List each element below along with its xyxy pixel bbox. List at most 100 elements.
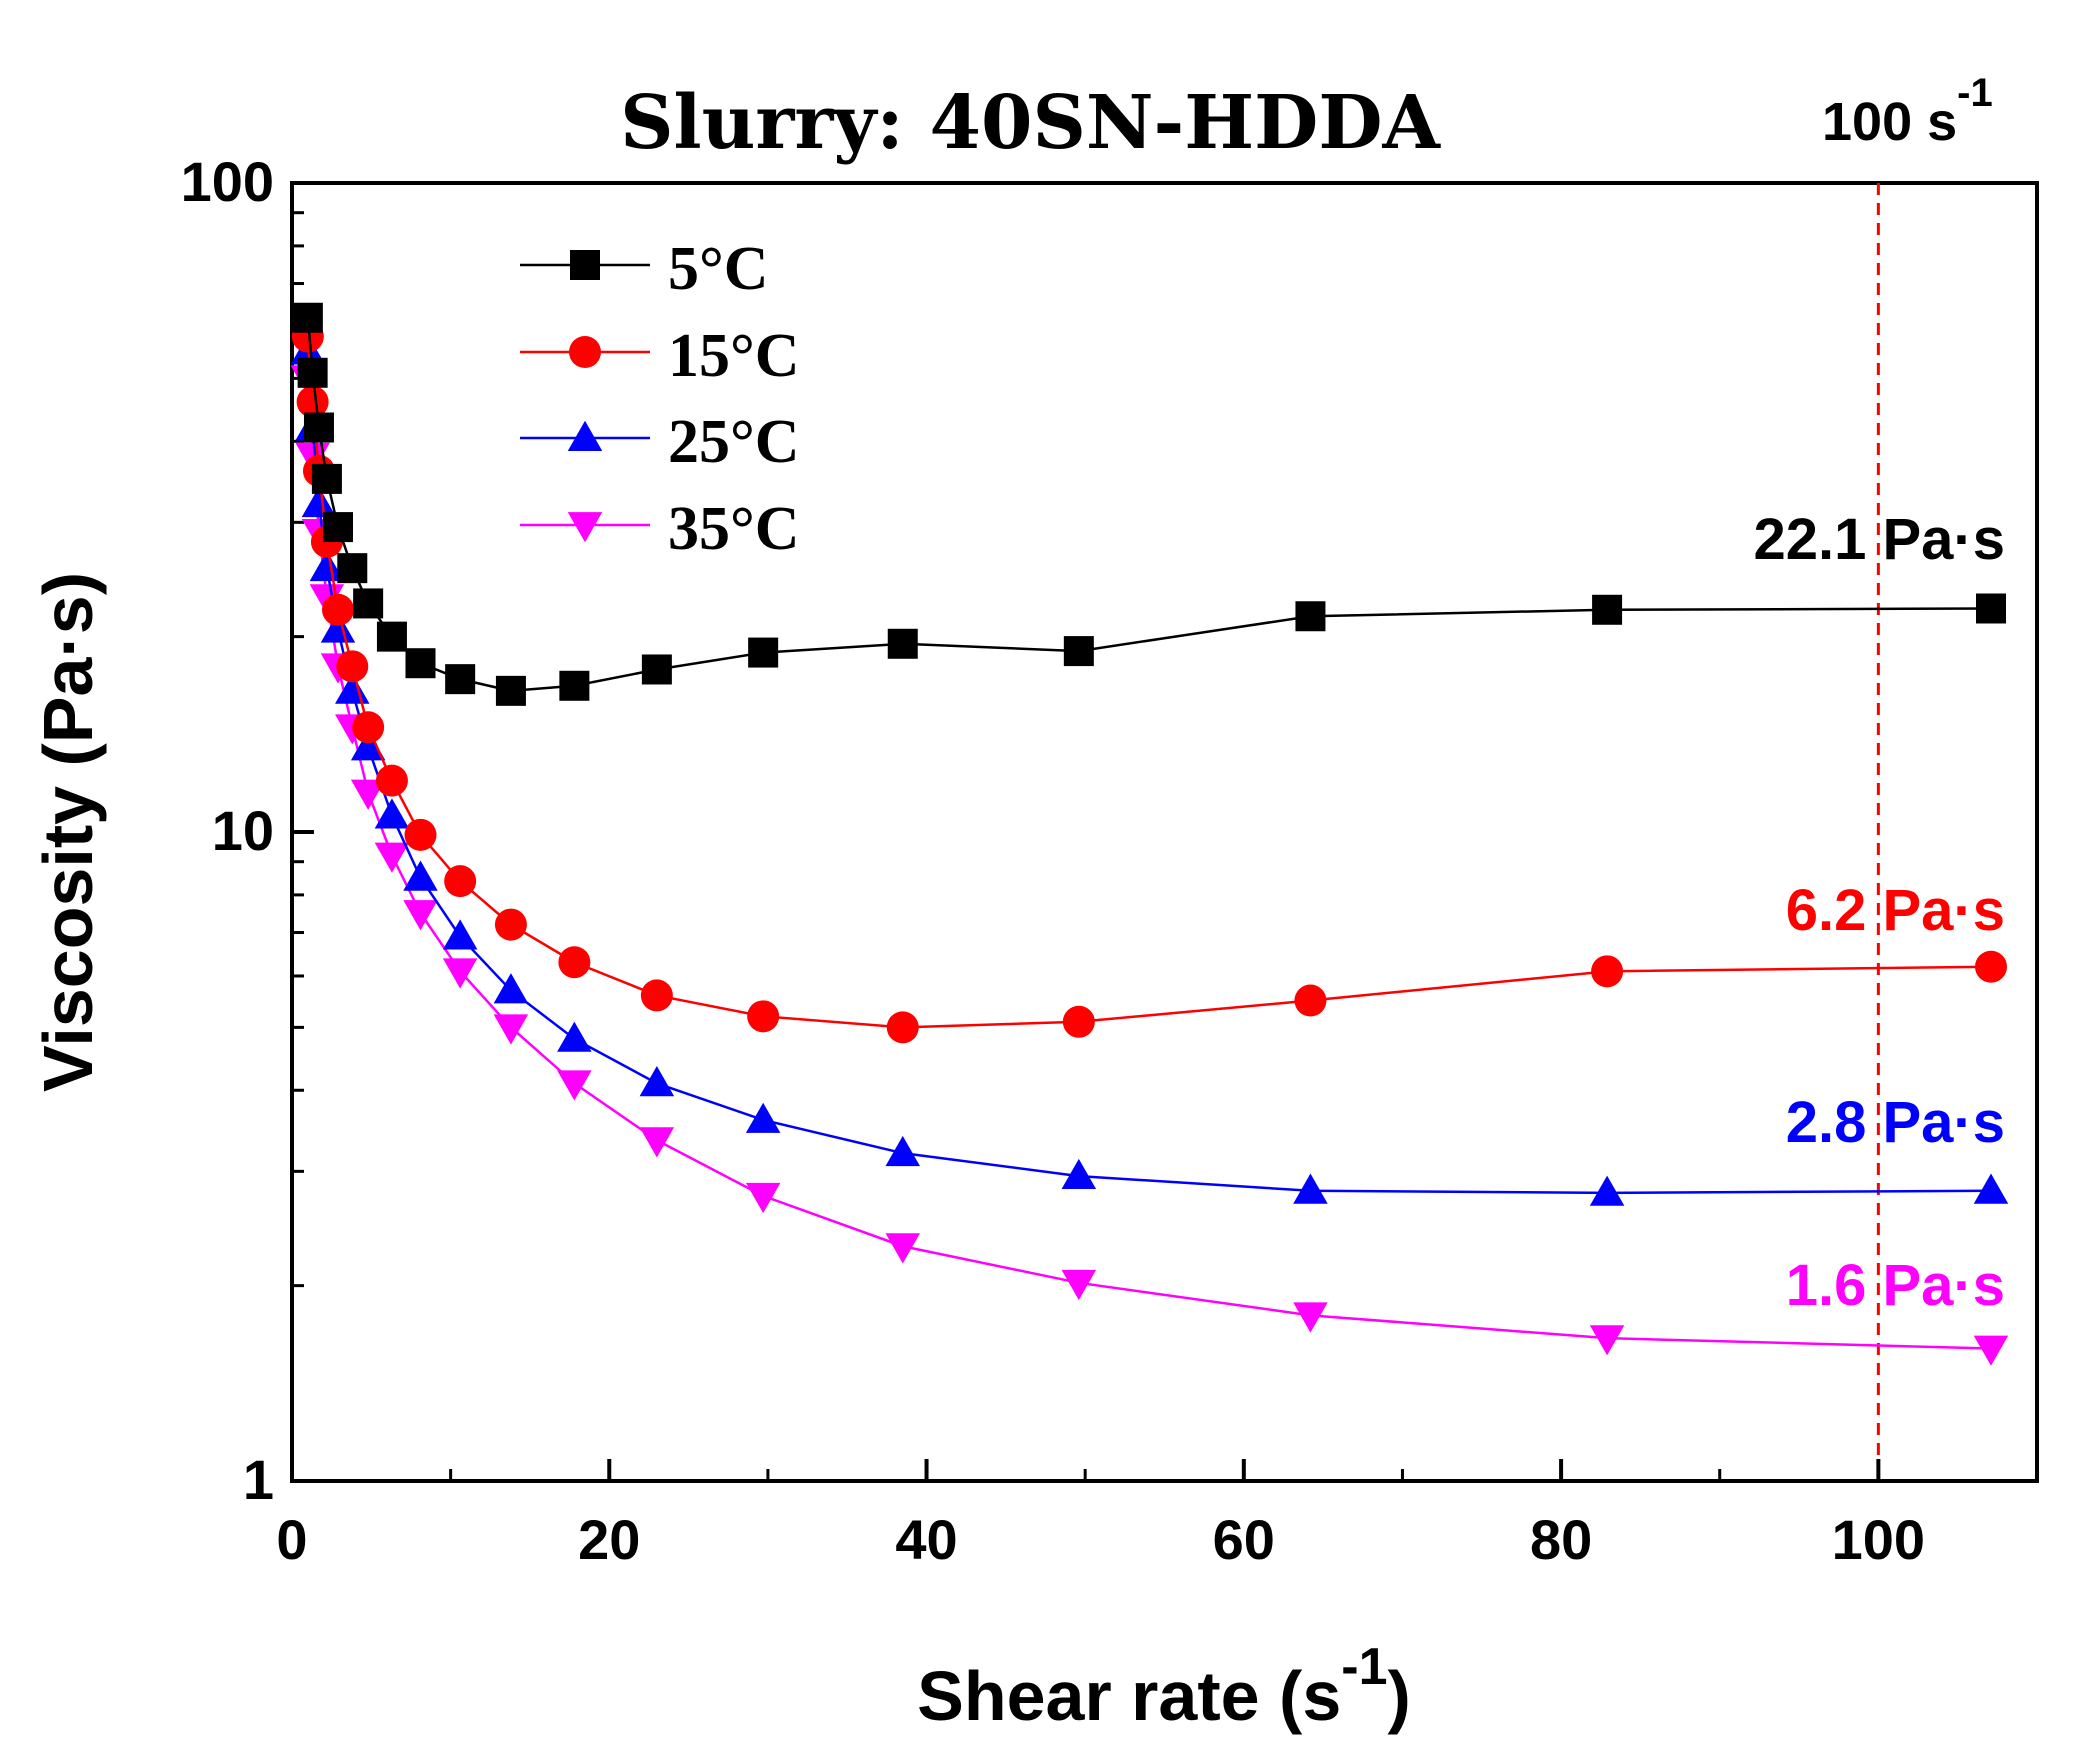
data-point	[1973, 1173, 2009, 1204]
data-point	[745, 1102, 781, 1133]
legend-label: 35°C	[668, 495, 800, 563]
y-axis-title: Viscosity (Pa·s)	[29, 572, 107, 1092]
x-axis-title-sup: -1	[1341, 1638, 1387, 1696]
series-end-label: 1.6 Pa·s	[1786, 1253, 2005, 1318]
data-point	[301, 486, 337, 518]
series-4	[290, 365, 2009, 1366]
x-tick-label: 60	[1213, 1508, 1275, 1571]
series-layer	[290, 302, 2009, 1366]
y-tick-label: 100	[181, 150, 274, 213]
data-point	[442, 919, 478, 950]
data-point	[1295, 601, 1326, 632]
data-point	[1061, 1158, 1097, 1190]
series-1	[292, 302, 2006, 706]
data-point	[1592, 594, 1623, 625]
end-labels: 22.1 Pa·s 6.2 Pa·s 2.8 Pa·s 1.6 Pa·s	[1753, 507, 2005, 1318]
data-point	[885, 1135, 920, 1167]
data-point	[1973, 1335, 2009, 1366]
y-tick-label: 10	[212, 799, 274, 862]
data-point	[445, 664, 476, 695]
data-point	[405, 648, 436, 679]
series-end-label: 6.2 Pa·s	[1786, 878, 2005, 943]
reference-line-label: 100 s-1	[1822, 71, 1993, 152]
data-point	[557, 1070, 592, 1101]
x-axis-title-text: Shear rate (s	[917, 1657, 1341, 1735]
data-point	[320, 612, 356, 643]
chart-title: Slurry: 40SN-HDDA	[620, 80, 1441, 166]
data-point	[353, 588, 384, 619]
data-point	[1975, 593, 2006, 624]
data-point	[1063, 636, 1094, 667]
data-point	[297, 357, 328, 388]
data-point	[350, 779, 386, 810]
series-2	[291, 320, 2007, 1044]
data-point	[374, 798, 410, 829]
data-point	[1294, 984, 1327, 1017]
series-line	[306, 351, 1992, 1195]
x-tick-label: 80	[1530, 1508, 1592, 1571]
data-point	[1293, 1173, 1328, 1204]
data-point	[639, 1066, 675, 1097]
data-point	[352, 711, 385, 744]
legend-item: 35°C	[520, 495, 800, 563]
data-point	[337, 553, 368, 584]
data-point	[404, 818, 437, 851]
legend: 5°C 15°C 25°C 35°C	[520, 235, 800, 563]
data-point	[350, 730, 386, 761]
data-point	[559, 670, 590, 701]
data-point	[885, 1233, 920, 1264]
data-point	[444, 865, 477, 898]
y-tick-label: 1	[243, 1448, 274, 1511]
data-point	[557, 1021, 592, 1052]
legend-marker	[567, 512, 603, 543]
x-tick-label: 20	[578, 1508, 640, 1571]
data-point	[1591, 955, 1624, 988]
data-point	[886, 1011, 919, 1044]
data-point	[311, 463, 342, 494]
data-point	[403, 860, 438, 891]
x-axis: 0 20 40 60 80 100	[276, 1459, 1925, 1571]
series-end-label: 22.1 Pa·s	[1753, 507, 2005, 572]
data-point	[403, 900, 438, 931]
data-point	[442, 958, 478, 989]
data-point	[1589, 1175, 1625, 1206]
data-point	[375, 764, 408, 797]
data-point	[887, 628, 918, 659]
data-point	[558, 946, 591, 979]
legend-marker	[570, 250, 600, 280]
x-axis-title: Shear rate (s-1)	[917, 1638, 1411, 1735]
legend-item: 25°C	[520, 408, 800, 476]
data-point	[745, 1182, 781, 1214]
data-point	[494, 908, 527, 941]
data-point	[1061, 1269, 1097, 1301]
data-point	[493, 973, 529, 1004]
data-point	[640, 979, 673, 1012]
data-point	[1974, 950, 2007, 983]
y-axis: 1 10 100	[181, 150, 314, 1511]
x-tick-label: 0	[276, 1508, 307, 1571]
data-point	[639, 1127, 675, 1158]
data-point	[292, 302, 323, 333]
data-point	[336, 650, 369, 683]
data-point	[1062, 1005, 1095, 1038]
data-point	[747, 1000, 780, 1033]
legend-item: 15°C	[520, 322, 800, 390]
data-point	[322, 593, 355, 626]
x-tick-label: 100	[1832, 1508, 1925, 1571]
data-point	[748, 637, 779, 668]
data-point	[374, 842, 410, 873]
data-point	[641, 654, 672, 685]
x-tick-label: 40	[895, 1508, 957, 1571]
reference-line-label-text: 100 s	[1822, 92, 1957, 152]
data-point	[1293, 1302, 1328, 1333]
series-line	[306, 317, 1991, 693]
data-point	[303, 412, 334, 443]
data-point	[1589, 1325, 1625, 1356]
x-axis-title-close: )	[1388, 1657, 1411, 1735]
legend-label: 5°C	[668, 235, 769, 303]
legend-label: 15°C	[668, 322, 800, 390]
data-point	[309, 550, 345, 582]
series-3	[290, 334, 2009, 1206]
legend-item: 5°C	[520, 235, 769, 303]
